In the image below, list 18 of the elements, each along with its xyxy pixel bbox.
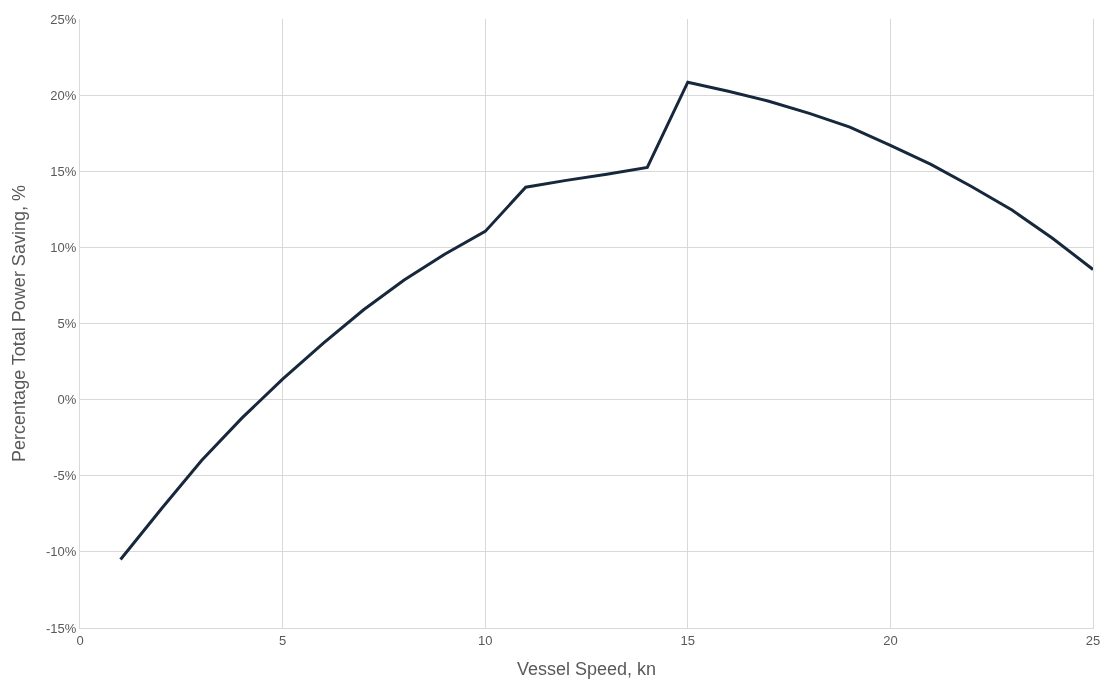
x-tick-label: 5 <box>278 632 287 648</box>
x-tick-label: 25 <box>1085 632 1101 648</box>
x-tick-label: 15 <box>680 632 696 648</box>
x-tick-label: 10 <box>477 632 493 648</box>
y-tick-label: -5% <box>53 468 77 484</box>
y-tick-label: 5% <box>57 316 77 332</box>
y-axis-title: Percentage Total Power Saving, % <box>9 185 30 462</box>
line-series <box>119 80 1093 561</box>
x-tick-label: 20 <box>883 632 898 648</box>
x-tick-label: 0 <box>76 632 84 648</box>
y-tick-label: 15% <box>50 163 77 179</box>
x-axis-title: Vessel Speed, kn <box>516 658 657 679</box>
y-tick-label: -15% <box>46 620 77 636</box>
y-tick-label: 10% <box>50 239 77 255</box>
y-tick-label: 20% <box>50 87 77 103</box>
y-tick-label: 25% <box>50 11 77 27</box>
y-tick-label: 0% <box>57 392 77 408</box>
y-tick-label: -10% <box>46 544 77 560</box>
